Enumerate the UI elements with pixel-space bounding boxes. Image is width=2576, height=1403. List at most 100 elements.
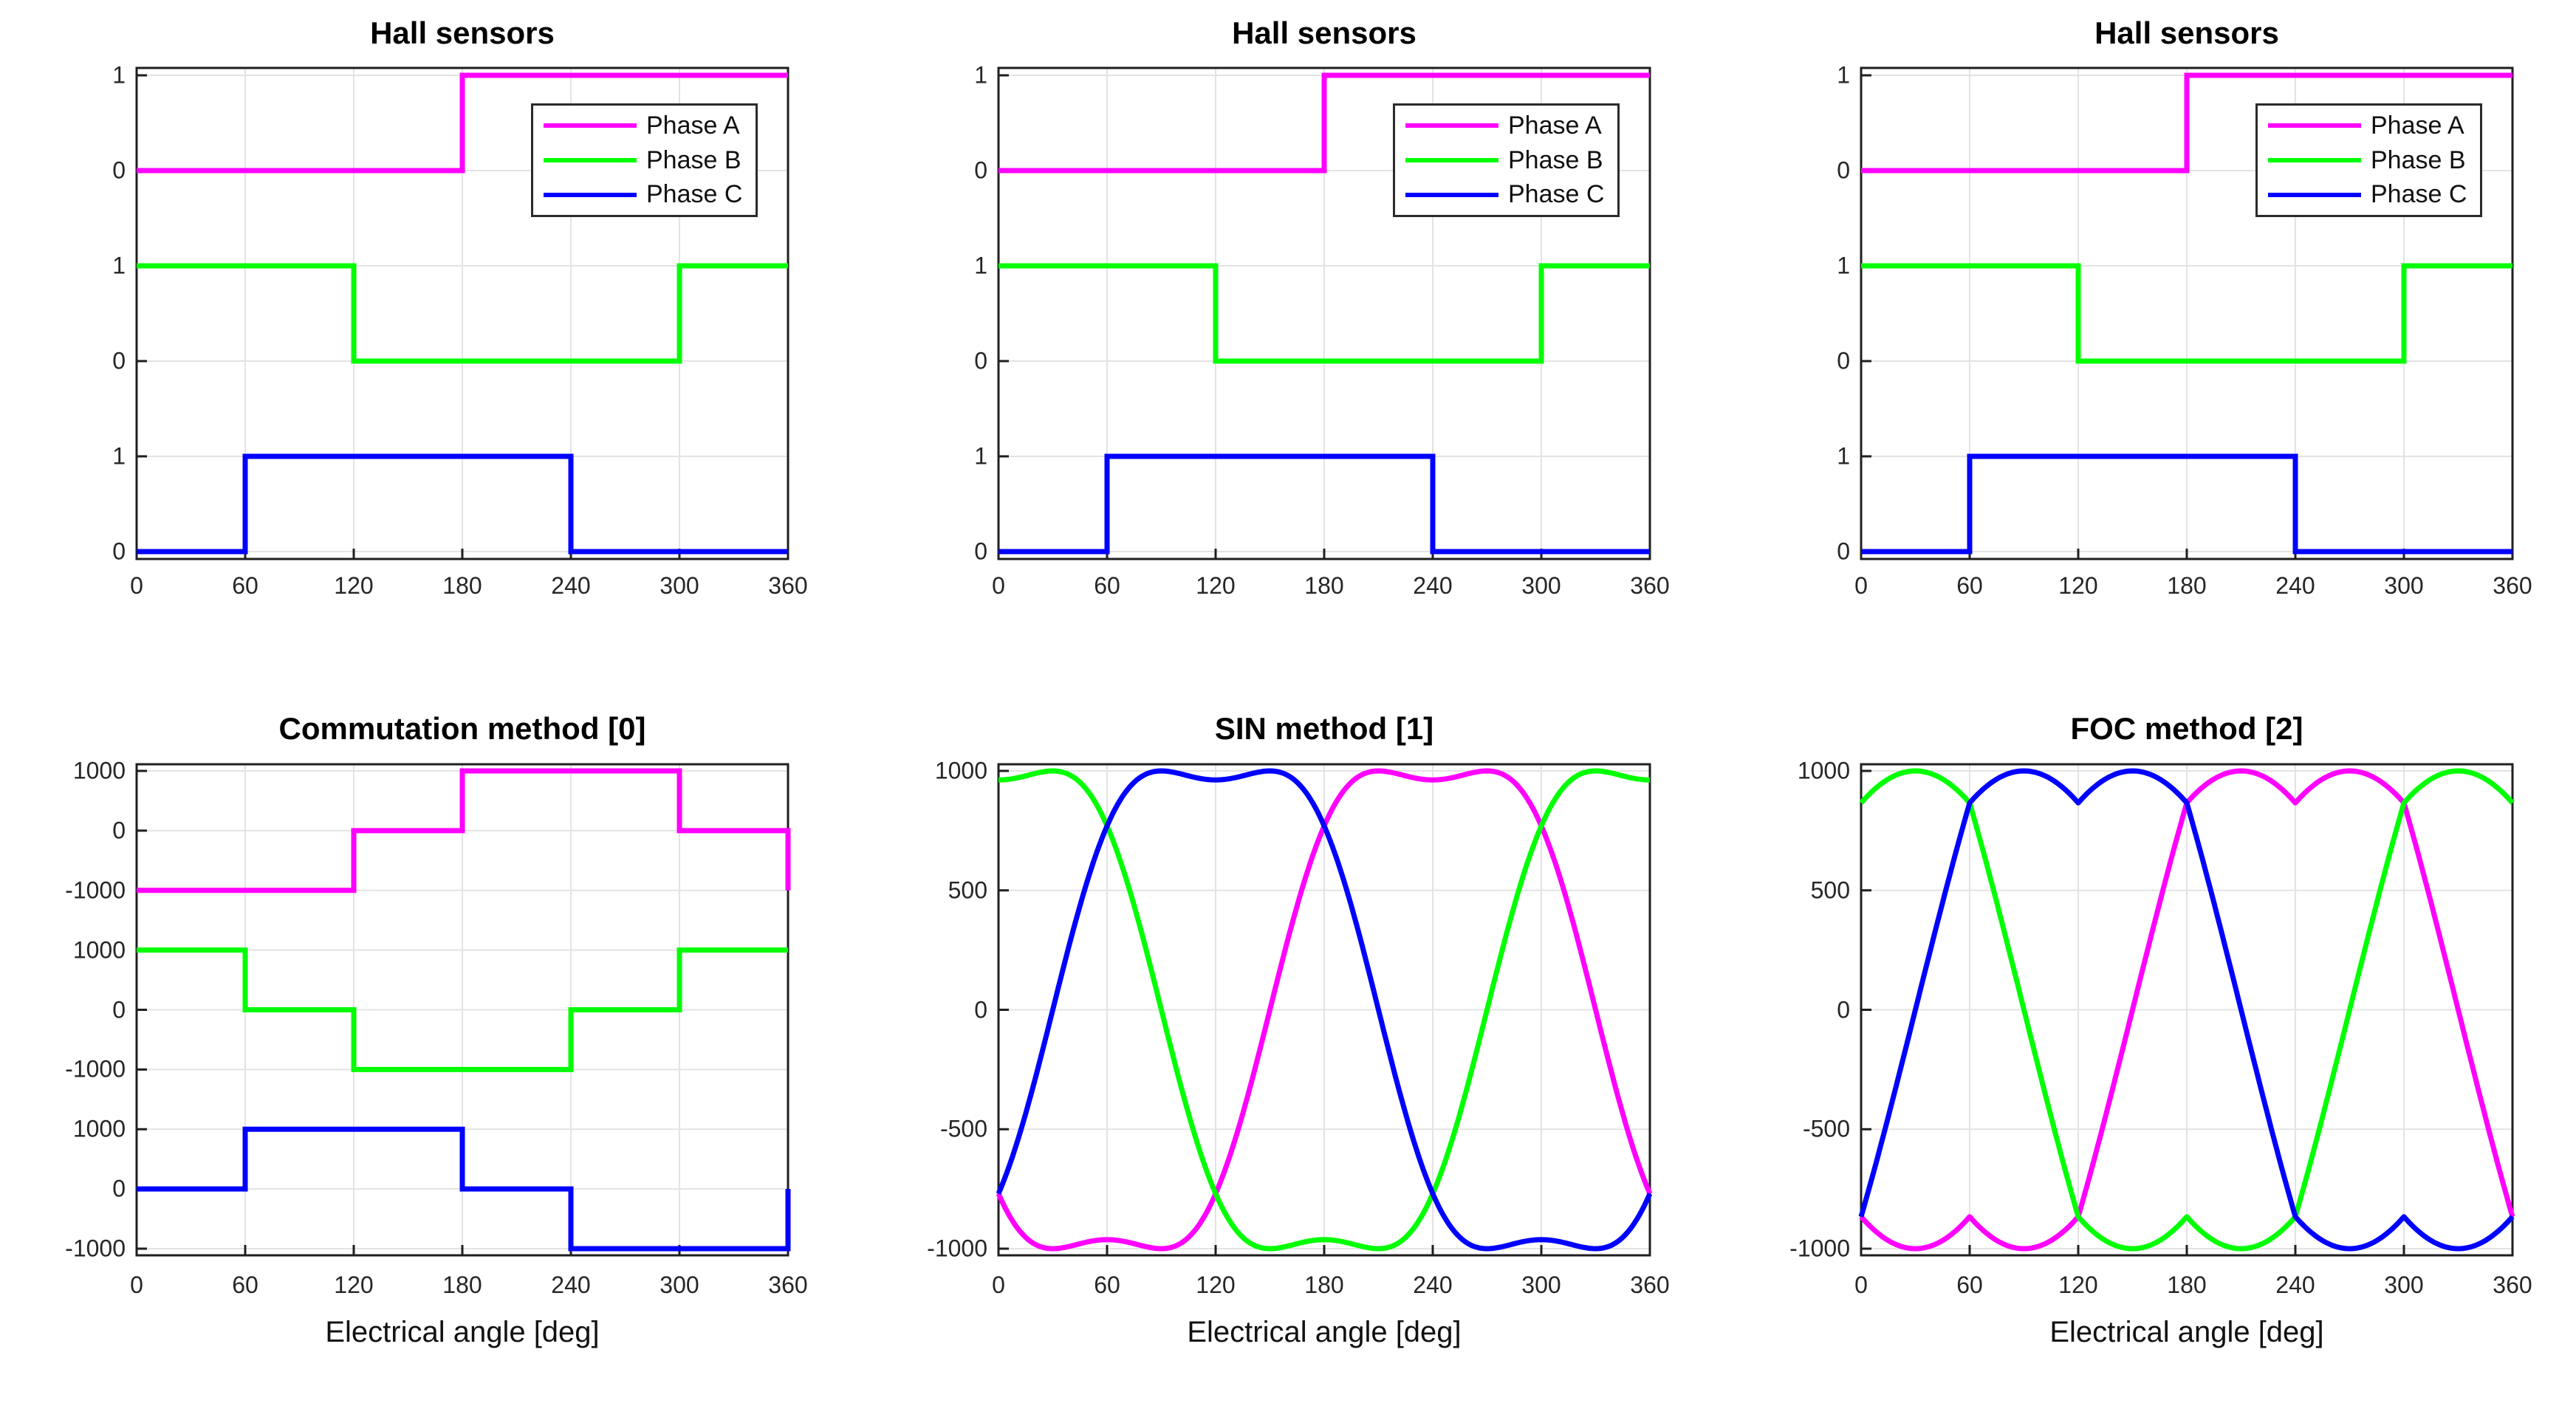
legend: Phase A Phase B Phase C	[2255, 103, 2482, 217]
x-tick-label: 120	[334, 572, 374, 599]
y-tick-label: 1000	[934, 757, 987, 784]
plot-title: FOC method [2]	[2070, 711, 2303, 746]
y-tick-label: 1000	[72, 1115, 126, 1142]
x-axis-label: Electrical angle [deg]	[1187, 1316, 1462, 1348]
x-tick-label: 60	[1956, 572, 1983, 599]
y-tick-label: 1000	[1797, 757, 1850, 784]
y-tick-label: 0	[112, 817, 126, 844]
phase-b-line-sample	[2268, 158, 2361, 162]
x-tick-label: 240	[551, 572, 591, 599]
plot-title: Hall sensors	[1232, 16, 1417, 50]
x-tick-label: 300	[2384, 1272, 2424, 1298]
phase-a-line-sample	[2268, 123, 2361, 128]
x-tick-label: 360	[1630, 1272, 1670, 1298]
y-tick-label: -500	[1802, 1115, 1850, 1142]
x-tick-label: 0	[130, 1272, 143, 1298]
x-tick-label: 360	[1630, 572, 1670, 599]
x-tick-label: 60	[232, 572, 258, 599]
y-tick-label: 0	[974, 996, 987, 1023]
phase-b-line-sample	[1405, 158, 1498, 162]
x-tick-label: 120	[1196, 1272, 1236, 1298]
y-tick-label: 1	[974, 442, 987, 470]
x-tick-label: 0	[992, 1272, 1005, 1298]
plot-title: Hall sensors	[370, 16, 555, 50]
x-tick-label: 120	[2058, 1272, 2098, 1298]
y-tick-label: 1000	[72, 936, 126, 964]
y-tick-label: 1	[974, 252, 987, 279]
x-tick-label: 360	[2493, 1272, 2532, 1298]
legend: Phase A Phase B Phase C	[531, 103, 758, 217]
x-tick-label: 0	[992, 572, 1005, 599]
legend-label: Phase A	[1508, 111, 1602, 140]
y-tick-label: 0	[1837, 996, 1850, 1023]
y-tick-label: -1000	[1789, 1235, 1850, 1262]
y-tick-label: 1	[112, 61, 126, 89]
x-axis-label: Electrical angle [deg]	[325, 1316, 600, 1348]
y-tick-label: 1	[1837, 252, 1850, 279]
y-tick-label: 0	[1837, 157, 1850, 184]
y-tick-label: 0	[112, 347, 126, 374]
legend-item: Phase A	[1395, 112, 1617, 140]
x-tick-label: 240	[1413, 572, 1453, 599]
phase-a-line-sample	[1405, 123, 1498, 128]
phase-c-line-sample	[544, 192, 637, 197]
legend-label: Phase A	[646, 111, 740, 140]
x-tick-label: 300	[1521, 572, 1561, 599]
y-tick-label: 1	[1837, 442, 1850, 470]
x-tick-label: 60	[232, 1272, 258, 1298]
phase-c-line-sample	[1405, 192, 1498, 197]
phase-b-line-sample	[544, 158, 637, 162]
x-tick-label: 180	[2167, 572, 2207, 599]
x-tick-label: 300	[660, 572, 699, 599]
legend-label: Phase C	[1508, 180, 1605, 209]
y-tick-label: 1	[112, 252, 126, 279]
y-tick-label: 0	[974, 157, 987, 184]
x-tick-label: 180	[1304, 1272, 1344, 1298]
legend-item: Phase B	[533, 146, 756, 175]
y-tick-label: 0	[974, 538, 987, 565]
legend-item: Phase A	[2258, 112, 2480, 140]
x-tick-label: 240	[2275, 572, 2315, 599]
x-tick-label: 360	[768, 1272, 808, 1298]
y-tick-label: 0	[112, 996, 126, 1023]
x-tick-label: 180	[1304, 572, 1344, 599]
y-tick-label: 0	[1837, 347, 1850, 374]
x-tick-label: 180	[442, 1272, 482, 1298]
y-tick-label: 1000	[72, 757, 126, 784]
legend: Phase A Phase B Phase C	[1393, 103, 1620, 217]
x-tick-label: 60	[1956, 1272, 1983, 1298]
x-tick-label: 300	[1521, 1272, 1561, 1298]
y-tick-label: 0	[112, 157, 126, 184]
plot-title: Commutation method [0]	[278, 711, 646, 746]
legend-label: Phase B	[646, 145, 741, 174]
legend-item: Phase B	[1395, 146, 1617, 175]
legend-label: Phase B	[1508, 145, 1603, 174]
x-tick-label: 300	[2384, 572, 2424, 599]
y-tick-label: 0	[1837, 538, 1850, 565]
y-tick-label: 0	[974, 347, 987, 374]
x-tick-label: 60	[1094, 1272, 1120, 1298]
x-tick-label: 0	[1854, 1272, 1868, 1298]
legend-label: Phase B	[2371, 145, 2466, 174]
y-tick-label: -500	[939, 1115, 987, 1142]
legend-label: Phase C	[646, 180, 743, 209]
y-tick-label: 500	[1810, 877, 1850, 904]
y-tick-label: 0	[112, 1175, 126, 1202]
y-tick-label: -1000	[927, 1235, 987, 1262]
x-tick-label: 120	[1196, 572, 1236, 599]
legend-item: Phase A	[533, 112, 756, 140]
y-tick-label: -1000	[65, 877, 126, 904]
x-tick-label: 300	[660, 1272, 699, 1298]
y-tick-label: 0	[112, 538, 126, 565]
y-tick-label: -1000	[65, 1055, 126, 1083]
x-tick-label: 180	[442, 572, 482, 599]
y-tick-label: 1	[112, 442, 126, 470]
x-tick-label: 0	[1854, 572, 1868, 599]
legend-item: Phase B	[2258, 146, 2480, 175]
phase-c-line-sample	[2268, 192, 2361, 197]
x-tick-label: 240	[551, 1272, 591, 1298]
legend-item: Phase C	[533, 180, 756, 209]
x-tick-label: 240	[2275, 1272, 2315, 1298]
